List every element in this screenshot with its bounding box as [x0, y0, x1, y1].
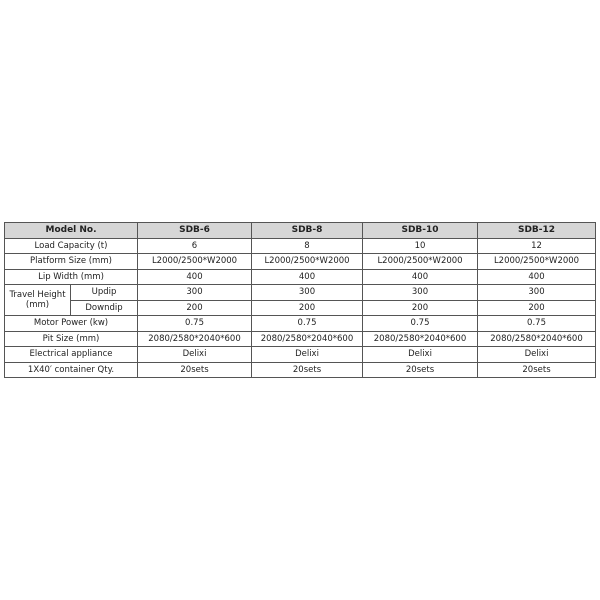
header-model: Model No. — [3, 222, 139, 239]
cell-value: 2080/2580*2040*600 — [251, 330, 364, 347]
table-row: Electrical appliance Delixi Delixi Delixi De… — [3, 346, 597, 363]
cell-value: 200 — [251, 299, 364, 316]
cell-value: 400 — [137, 268, 253, 285]
cell-value: 400 — [251, 268, 364, 285]
cell-value: L2000/2500*W2000 — [477, 253, 597, 270]
cell-value: 20sets — [477, 361, 597, 378]
cell-value: 300 — [477, 284, 597, 301]
row-group-label: Travel Height (mm) — [4, 284, 71, 316]
cell-value: Delixi — [137, 346, 253, 363]
row-label: Updip — [69, 284, 139, 301]
cell-value: 8 — [251, 237, 364, 254]
row-label: 1X40′ container Qty. — [3, 361, 139, 378]
cell-value: 10 — [362, 237, 479, 254]
cell-value: 20sets — [137, 361, 253, 378]
cell-value: Delixi — [251, 346, 364, 363]
cell-value: 20sets — [251, 361, 364, 378]
cell-value: 0.75 — [477, 315, 597, 332]
table-row: Downdip 200 200 200 200 — [5, 299, 597, 316]
cell-value: 300 — [362, 284, 479, 301]
table-row: Lip Width (mm) 400 400 400 400 — [3, 268, 597, 285]
header-sdb-8: SDB-8 — [251, 222, 364, 239]
cell-value: 0.75 — [362, 315, 479, 332]
row-label: Load Capacity (t) — [3, 237, 139, 254]
cell-value: 12 — [477, 237, 597, 254]
cell-value: 300 — [137, 284, 253, 301]
spec-table: Model No. SDB-6 SDB-8 SDB-10 SDB-12 Load… — [3, 222, 597, 378]
table-row: Platform Size (mm) L2000/2500*W2000 L2000/… — [3, 253, 597, 270]
row-label: Electrical appliance — [3, 346, 139, 363]
row-label: Downdip — [69, 299, 139, 316]
table-row: 1X40′ container Qty. 20sets 20sets 20sets 20… — [3, 361, 597, 378]
row-label: Platform Size (mm) — [3, 253, 139, 270]
cell-value: 2080/2580*2040*600 — [477, 330, 597, 347]
cell-value: 0.75 — [137, 315, 253, 332]
header-sdb-6: SDB-6 — [137, 222, 253, 239]
cell-value: 200 — [362, 299, 479, 316]
cell-value: Delixi — [477, 346, 597, 363]
cell-value: 400 — [477, 268, 597, 285]
cell-value: 2080/2580*2040*600 — [137, 330, 253, 347]
row-label: Motor Power (kw) — [3, 315, 139, 332]
table-row: Travel Height (mm) Updip 300 300 300 300 — [4, 284, 597, 316]
cell-value: 6 — [137, 237, 253, 254]
table-row: Pit Size (mm) 2080/2580*2040*600 2080/2580… — [3, 330, 597, 347]
cell-value: L2000/2500*W2000 — [251, 253, 364, 270]
cell-value: 200 — [477, 299, 597, 316]
cell-value: L2000/2500*W2000 — [137, 253, 253, 270]
cell-value: 20sets — [362, 361, 479, 378]
cell-value: 200 — [137, 299, 253, 316]
row-label: Lip Width (mm) — [3, 268, 139, 285]
cell-value: 300 — [251, 284, 364, 301]
cell-value: 400 — [362, 268, 479, 285]
cell-value: 2080/2580*2040*600 — [362, 330, 479, 347]
row-label: Pit Size (mm) — [3, 330, 139, 347]
header-row: Model No. SDB-6 SDB-8 SDB-10 SDB-12 — [3, 222, 597, 239]
table-row: Motor Power (kw) 0.75 0.75 0.75 0.75 — [3, 315, 597, 332]
header-sdb-12: SDB-12 — [477, 222, 597, 239]
cell-value: L2000/2500*W2000 — [362, 253, 479, 270]
cell-value: Delixi — [362, 346, 479, 363]
header-sdb-10: SDB-10 — [362, 222, 479, 239]
table-row: Load Capacity (t) 6 8 10 12 — [3, 237, 597, 254]
cell-value: 0.75 — [251, 315, 364, 332]
